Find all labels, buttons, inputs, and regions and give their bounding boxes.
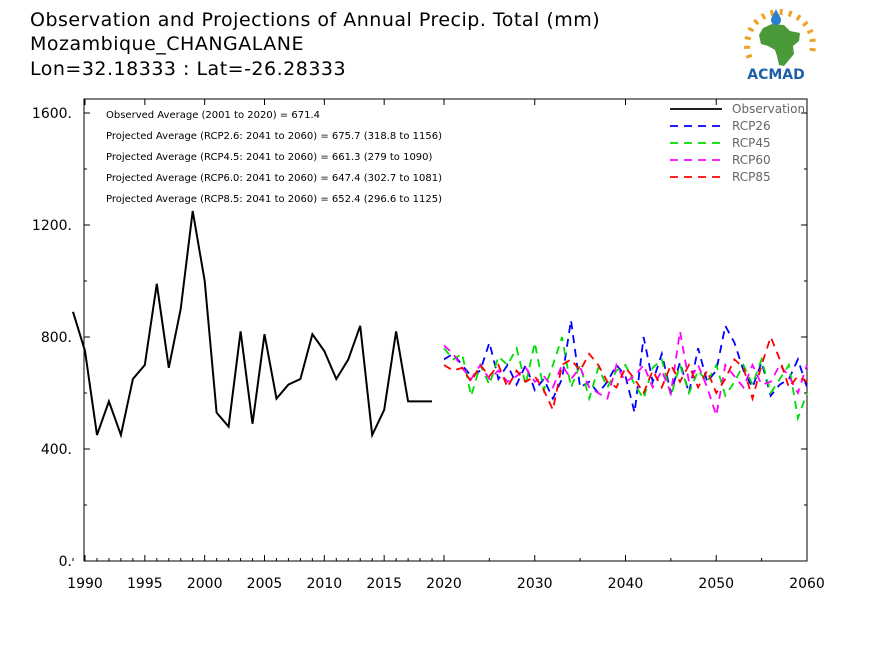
logo-ray [747,26,755,33]
logo-text: ACMAD [747,67,805,83]
x-tick-label: 2060 [789,576,825,592]
stat-rcp85: Projected Average (RCP8.5: 2041 to 2060)… [106,194,442,205]
y-tick-label: 1600. [32,106,72,122]
logo-sun-rays-icon [744,8,816,59]
legend-label-rcp60: RCP60 [732,153,771,167]
acmad-logo: ACMAD [744,8,816,83]
x-tick-label: 1990 [67,576,103,592]
y-tick-label: 1200. [32,218,72,234]
legend: Observation RCP26 RCP45 RCP60 RCP85 [670,102,805,184]
location-label: Mozambique_CHANGALANE [30,33,304,55]
series-line-rcp26 [443,320,808,413]
logo-ray [769,9,775,17]
series-line-rcp85 [443,334,808,413]
chart-title: Observation and Projections of Annual Pr… [30,9,600,31]
stat-rcp45: Projected Average (RCP4.5: 2041 to 2060)… [106,152,433,163]
stats-block: Observed Average (2001 to 2020) = 671.4 … [106,110,442,205]
legend-label-observation: Observation [732,102,805,116]
x-tick-label: 2020 [426,576,462,592]
series-line-rcp60 [443,331,808,416]
stat-rcp26: Projected Average (RCP2.6: 2041 to 2060)… [106,131,442,142]
legend-label-rcp85: RCP85 [732,170,771,184]
logo-ray [787,10,793,17]
x-axis: 1990 1995 2000 2005 2010 2015 2020 2030 2040 2050… [67,99,825,592]
logo-ray [802,20,809,27]
logo-ray [795,14,802,21]
logo-ray [806,29,814,35]
x-tick-label: 2050 [698,576,734,592]
logo-ray [745,53,753,59]
x-tick-label: 2010 [307,576,343,592]
series-layer [72,210,808,439]
series-line-observation [72,210,432,439]
legend-label-rcp26: RCP26 [732,119,771,133]
x-tick-label: 2015 [366,576,402,592]
logo-ray [753,18,760,26]
logo-water-drop-icon [771,9,781,25]
coordinates-label: Lon=32.18333 : Lat=-26.28333 [30,58,346,80]
logo-ray [809,47,816,52]
stat-rcp60: Projected Average (RCP6.0: 2041 to 2060)… [106,173,442,184]
series-line-rcp45 [443,336,808,422]
x-tick-label: 2030 [517,576,553,592]
y-tick-label: 800. [41,330,72,346]
legend-label-rcp45: RCP45 [732,136,771,150]
x-tick-label: 1995 [127,576,163,592]
logo-ray [760,13,767,20]
plot-frame [83,98,808,562]
logo-ray [809,38,816,43]
y-tick-label: 400. [41,442,72,458]
x-tick-label: 2040 [608,576,644,592]
logo-ray [744,36,752,41]
x-tick-label: 2005 [247,576,283,592]
y-tick-label: 0. [59,554,72,570]
x-tick-label: 2000 [187,576,223,592]
stat-observed: Observed Average (2001 to 2020) = 671.4 [106,110,320,121]
logo-africa-icon [759,24,800,66]
y-axis: 0. 400. 800. 1200. 1600. [32,106,807,570]
